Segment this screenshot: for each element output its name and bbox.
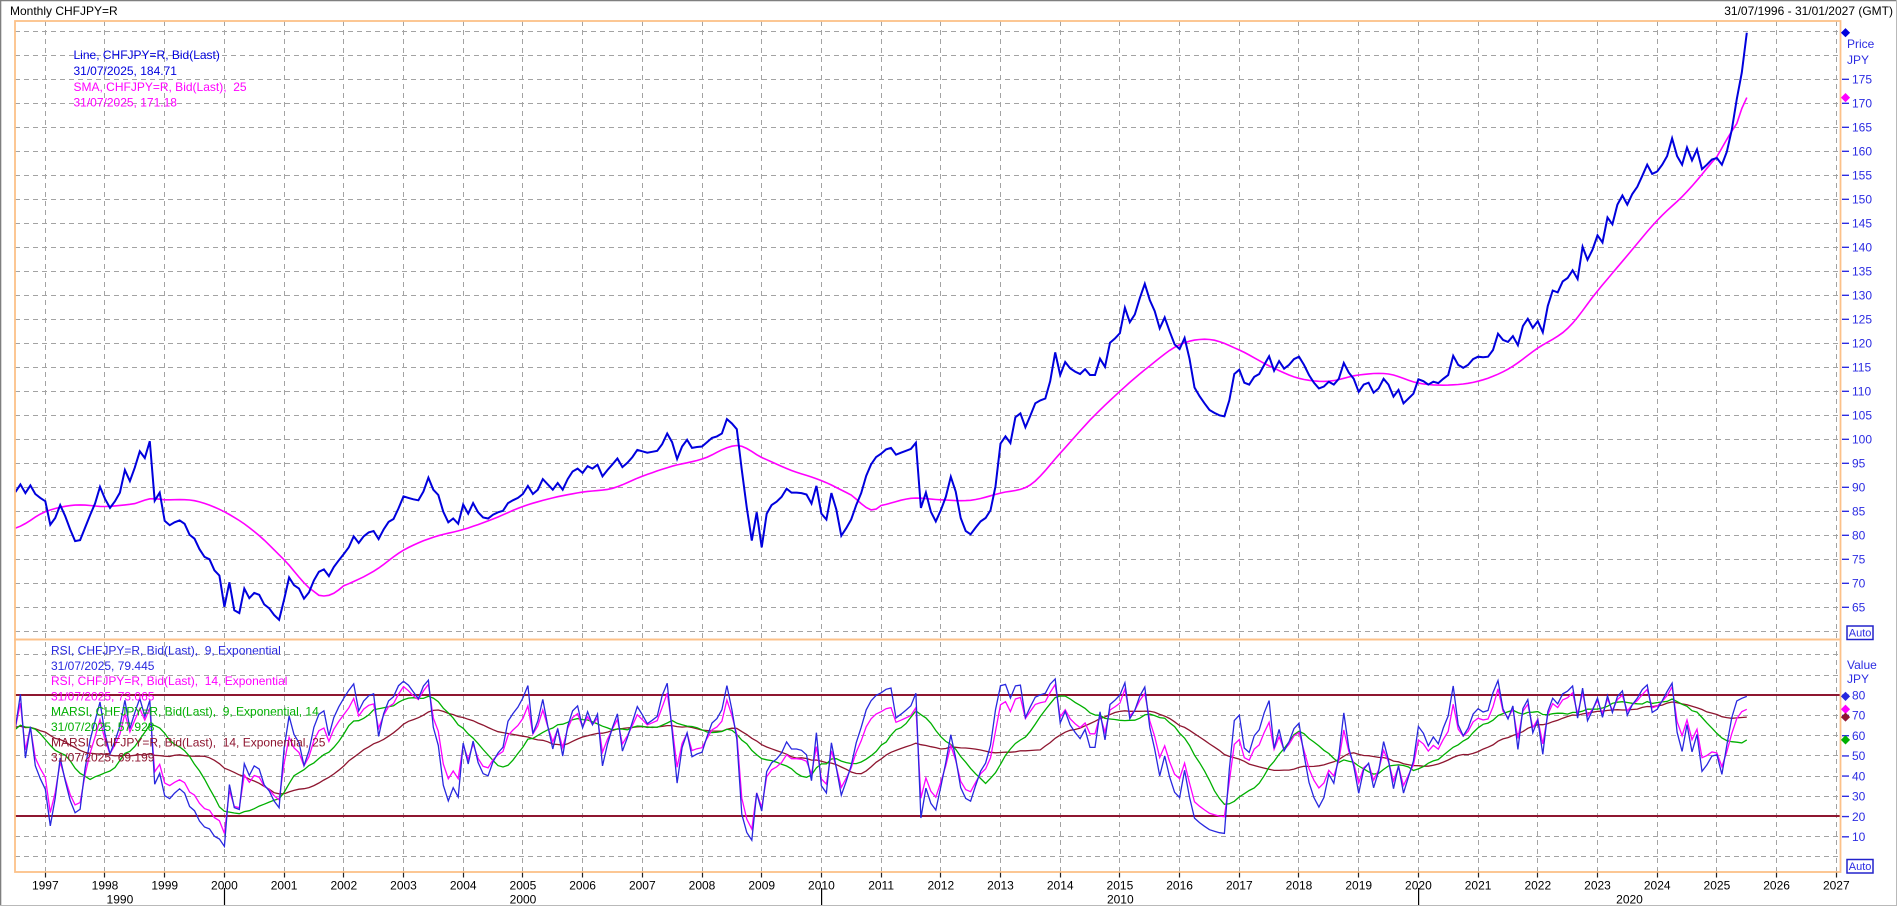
svg-text:75: 75: [1852, 553, 1866, 567]
svg-text:155: 155: [1852, 169, 1872, 183]
svg-text:Auto: Auto: [1849, 861, 1872, 873]
svg-text:135: 135: [1852, 265, 1872, 279]
svg-text:170: 170: [1852, 97, 1872, 111]
svg-text:30: 30: [1852, 790, 1866, 804]
svg-text:2000: 2000: [211, 879, 238, 893]
svg-text:70: 70: [1852, 709, 1866, 723]
svg-text:105: 105: [1852, 409, 1872, 423]
svg-text:31/07/2025, 171.18: 31/07/2025, 171.18: [74, 96, 178, 110]
svg-text:Auto: Auto: [1849, 628, 1872, 640]
svg-text:2000: 2000: [510, 893, 537, 907]
svg-text:85: 85: [1852, 505, 1866, 519]
svg-text:2010: 2010: [808, 879, 835, 893]
svg-text:MARSI, CHFJPY=R, Bid(Last), 1: MARSI, CHFJPY=R, Bid(Last), 14, Exponent…: [51, 735, 326, 749]
svg-text:2020: 2020: [1405, 879, 1432, 893]
svg-text:2008: 2008: [689, 879, 716, 893]
svg-text:31/07/2025, 184.71: 31/07/2025, 184.71: [74, 64, 178, 78]
svg-text:2018: 2018: [1286, 879, 1313, 893]
svg-text:31/07/2025, 57.928: 31/07/2025, 57.928: [51, 720, 155, 734]
svg-text:160: 160: [1852, 145, 1872, 159]
svg-text:80: 80: [1852, 529, 1866, 543]
svg-text:31/07/1996 - 31/01/2027 (GMT): 31/07/1996 - 31/01/2027 (GMT): [1724, 4, 1893, 18]
svg-text:2003: 2003: [390, 879, 417, 893]
svg-text:150: 150: [1852, 193, 1872, 207]
svg-text:20: 20: [1852, 810, 1866, 824]
svg-text:145: 145: [1852, 217, 1872, 231]
svg-text:165: 165: [1852, 121, 1872, 135]
svg-text:120: 120: [1852, 337, 1872, 351]
svg-text:SMA, CHFJPY=R, Bid(Last), 25: SMA, CHFJPY=R, Bid(Last), 25: [74, 80, 247, 94]
svg-text:2002: 2002: [330, 879, 357, 893]
svg-text:2013: 2013: [987, 879, 1014, 893]
svg-text:Monthly CHFJPY=R: Monthly CHFJPY=R: [10, 4, 118, 18]
svg-text:2017: 2017: [1226, 879, 1253, 893]
svg-text:2025: 2025: [1704, 879, 1731, 893]
svg-text:125: 125: [1852, 313, 1872, 327]
svg-text:Price: Price: [1847, 37, 1875, 51]
svg-text:2023: 2023: [1584, 879, 1611, 893]
svg-text:140: 140: [1852, 241, 1872, 255]
svg-text:2020: 2020: [1616, 893, 1643, 907]
svg-text:65: 65: [1852, 601, 1866, 615]
svg-text:2015: 2015: [1107, 879, 1134, 893]
svg-text:100: 100: [1852, 433, 1872, 447]
svg-text:1997: 1997: [32, 879, 59, 893]
svg-text:2001: 2001: [271, 879, 298, 893]
svg-text:50: 50: [1852, 749, 1866, 763]
svg-text:2022: 2022: [1524, 879, 1551, 893]
svg-text:1990: 1990: [107, 893, 134, 907]
svg-text:1998: 1998: [92, 879, 119, 893]
svg-text:60: 60: [1852, 729, 1866, 743]
svg-text:2006: 2006: [569, 879, 596, 893]
svg-text:Value: Value: [1847, 658, 1877, 672]
svg-text:110: 110: [1852, 385, 1871, 399]
svg-text:JPY: JPY: [1847, 672, 1869, 686]
svg-text:31/07/2025, 69.199: 31/07/2025, 69.199: [51, 751, 155, 765]
svg-text:1999: 1999: [151, 879, 178, 893]
svg-text:70: 70: [1852, 577, 1866, 591]
svg-text:2007: 2007: [629, 879, 656, 893]
svg-text:115: 115: [1852, 361, 1871, 375]
svg-text:90: 90: [1852, 481, 1866, 495]
svg-text:95: 95: [1852, 457, 1866, 471]
svg-text:2024: 2024: [1644, 879, 1671, 893]
svg-text:2014: 2014: [1047, 879, 1074, 893]
svg-text:JPY: JPY: [1847, 53, 1869, 67]
svg-text:40: 40: [1852, 769, 1866, 783]
svg-text:10: 10: [1852, 830, 1866, 844]
svg-text:2021: 2021: [1465, 879, 1492, 893]
svg-text:80: 80: [1852, 688, 1866, 702]
svg-text:2004: 2004: [450, 879, 477, 893]
svg-text:MARSI, CHFJPY=R, Bid(Last), 9: MARSI, CHFJPY=R, Bid(Last), 9, Exponenti…: [51, 705, 319, 719]
svg-text:2027: 2027: [1823, 879, 1850, 893]
svg-text:175: 175: [1852, 73, 1872, 87]
svg-text:130: 130: [1852, 289, 1872, 303]
svg-text:Line, CHFJPY=R, Bid(Last): Line, CHFJPY=R, Bid(Last): [74, 48, 220, 62]
svg-text:31/07/2025, 73.065: 31/07/2025, 73.065: [51, 689, 155, 703]
svg-text:RSI, CHFJPY=R, Bid(Last), 9,: RSI, CHFJPY=R, Bid(Last), 9, Exponential: [51, 644, 281, 658]
svg-text:2012: 2012: [927, 879, 954, 893]
svg-text:2016: 2016: [1166, 879, 1193, 893]
svg-text:2009: 2009: [748, 879, 775, 893]
svg-text:2010: 2010: [1107, 893, 1134, 907]
svg-text:2011: 2011: [868, 879, 894, 893]
svg-text:2019: 2019: [1345, 879, 1372, 893]
svg-text:31/07/2025, 79.445: 31/07/2025, 79.445: [51, 659, 155, 673]
svg-text:2026: 2026: [1763, 879, 1790, 893]
svg-text:2005: 2005: [510, 879, 537, 893]
svg-text:RSI, CHFJPY=R, Bid(Last), 14,: RSI, CHFJPY=R, Bid(Last), 14, Exponentia…: [51, 674, 287, 688]
